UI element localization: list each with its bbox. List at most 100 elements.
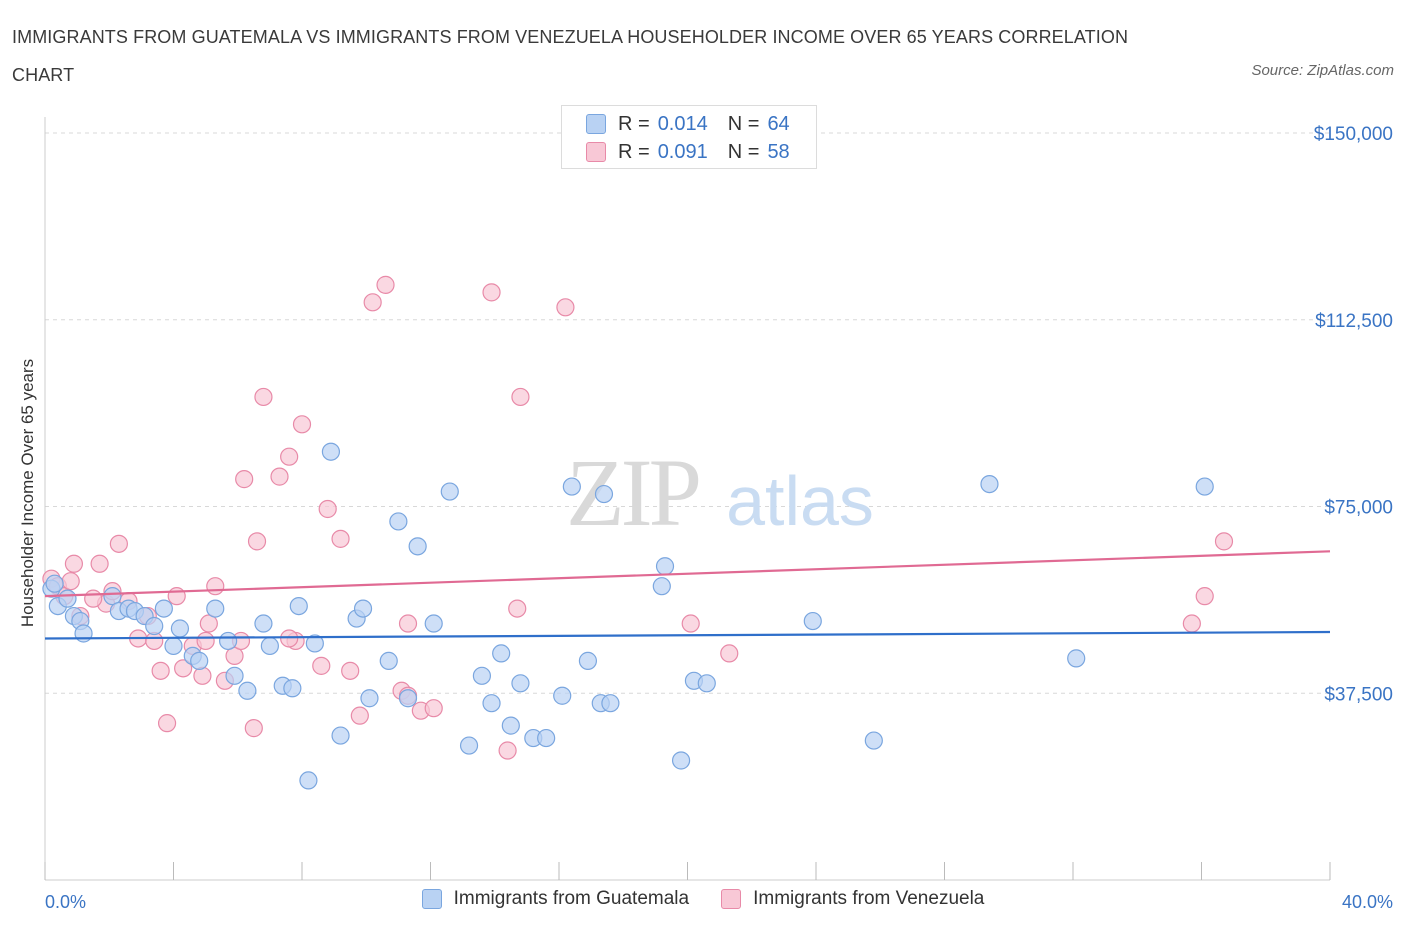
venezuela-point bbox=[331, 529, 350, 548]
x-tick-labels: 0.0% 40.0% bbox=[45, 892, 1393, 912]
guatemala-point bbox=[219, 631, 238, 651]
n-label: N = bbox=[727, 140, 760, 163]
venezuela-point bbox=[244, 719, 263, 738]
guatemala-point bbox=[74, 624, 93, 643]
venezuela-point bbox=[363, 293, 382, 312]
guatemala-point bbox=[145, 616, 164, 636]
legend-item-venezuela: Immigrants from Venezuela bbox=[721, 888, 984, 910]
x-tick-label: 0.0% bbox=[45, 892, 86, 912]
venezuela-point bbox=[681, 614, 700, 633]
r-label: R = bbox=[618, 112, 650, 135]
venezuela-point bbox=[84, 589, 103, 608]
legend-item-guatemala: Immigrants from Guatemala bbox=[421, 888, 690, 910]
guatemala-point bbox=[553, 686, 572, 705]
guatemala-point bbox=[424, 614, 443, 633]
guatemala-point bbox=[562, 477, 581, 496]
guatemala-point bbox=[305, 634, 324, 653]
data-points bbox=[42, 275, 1234, 790]
venezuela-point bbox=[482, 283, 501, 302]
guatemala-point bbox=[254, 614, 273, 633]
venezuela-point bbox=[556, 298, 575, 317]
n-label: N = bbox=[727, 112, 760, 135]
guatemala-point bbox=[389, 512, 408, 531]
n-value: 64 bbox=[767, 112, 790, 135]
venezuela-point bbox=[247, 532, 267, 551]
svg-text:atlas: atlas bbox=[726, 462, 874, 540]
venezuela-point bbox=[64, 554, 84, 573]
venezuela-point bbox=[720, 644, 739, 663]
guatemala-point bbox=[980, 474, 999, 494]
venezuela-point bbox=[270, 467, 289, 486]
guatemala-point bbox=[864, 731, 883, 750]
n-value: 58 bbox=[767, 140, 790, 163]
venezuela-point bbox=[398, 614, 418, 633]
venezuela-point bbox=[292, 415, 312, 434]
guatemala-point bbox=[501, 716, 520, 735]
venezuela-point bbox=[376, 275, 395, 294]
venezuela-point bbox=[1195, 587, 1214, 606]
legend-label-guatemala: Immigrants from Guatemala bbox=[453, 888, 690, 909]
guatemala-point bbox=[283, 679, 302, 698]
guatemala-point bbox=[299, 771, 318, 790]
venezuela-point bbox=[280, 447, 299, 466]
guatemala-point bbox=[655, 557, 675, 576]
venezuela-point bbox=[157, 714, 177, 733]
guatemala-point bbox=[472, 666, 491, 685]
guatemala-point bbox=[154, 599, 173, 618]
guatemala-point bbox=[164, 636, 183, 656]
venezuela-point bbox=[498, 741, 517, 760]
axes bbox=[44, 117, 1331, 881]
zipatlas-watermark: ZIP atlas bbox=[566, 439, 874, 546]
guatemala-point bbox=[601, 694, 620, 713]
venezuela-point bbox=[61, 572, 80, 591]
venezuela-swatch bbox=[586, 142, 606, 162]
venezuela-point bbox=[511, 387, 530, 407]
guatemala-point bbox=[190, 651, 209, 670]
venezuela-point bbox=[151, 661, 170, 680]
venezuela-point bbox=[280, 629, 299, 648]
guatemala-point bbox=[459, 736, 479, 755]
venezuela-point bbox=[1182, 614, 1201, 633]
guatemala-point bbox=[398, 689, 418, 708]
guatemala-point bbox=[379, 651, 398, 670]
y-tick-label: $150,000 bbox=[1314, 124, 1393, 145]
source-label: Source: ZipAtlas.com bbox=[1251, 62, 1394, 79]
guatemala-point bbox=[45, 574, 64, 593]
y-tick-label: $37,500 bbox=[1324, 684, 1393, 705]
venezuela-point bbox=[254, 387, 273, 407]
guatemala-point bbox=[225, 666, 244, 685]
guatemala-point bbox=[511, 674, 530, 693]
r-value: 0.091 bbox=[657, 140, 708, 163]
venezuela-point bbox=[174, 659, 193, 678]
guatemala-point bbox=[492, 644, 511, 663]
guatemala-point bbox=[206, 599, 225, 618]
grid-lines bbox=[45, 132, 1330, 694]
guatemala-point bbox=[58, 589, 77, 608]
venezuela-point bbox=[109, 534, 128, 553]
guatemala-point bbox=[482, 694, 501, 713]
svg-text:ZIP: ZIP bbox=[566, 439, 699, 546]
guatemala-point bbox=[1067, 649, 1086, 668]
r-value: 0.014 bbox=[657, 112, 708, 135]
y-tick-labels: $37,500 $75,000 $112,500 $150,000 bbox=[1314, 124, 1393, 705]
venezuela-point bbox=[90, 554, 109, 573]
legend-row-venezuela: R = 0.091 N = 58 bbox=[586, 138, 790, 166]
trend-line-guatemala bbox=[44, 630, 1331, 640]
y-tick-label: $112,500 bbox=[1315, 311, 1393, 332]
guatemala-point bbox=[440, 482, 459, 501]
guatemala-point bbox=[537, 728, 556, 748]
y-tick-label: $75,000 bbox=[1324, 498, 1393, 519]
guatemala-point bbox=[289, 596, 308, 616]
guatemala-point bbox=[803, 611, 822, 631]
venezuela-point bbox=[196, 631, 215, 651]
guatemala-swatch bbox=[421, 889, 442, 909]
venezuela-point bbox=[508, 599, 527, 618]
venezuela-point bbox=[235, 470, 254, 489]
guatemala-point bbox=[321, 442, 341, 461]
guatemala-point bbox=[360, 689, 379, 708]
guatemala-point bbox=[671, 751, 691, 770]
venezuela-point bbox=[318, 499, 337, 519]
guatemala-point bbox=[331, 726, 350, 745]
guatemala-point bbox=[170, 619, 190, 638]
